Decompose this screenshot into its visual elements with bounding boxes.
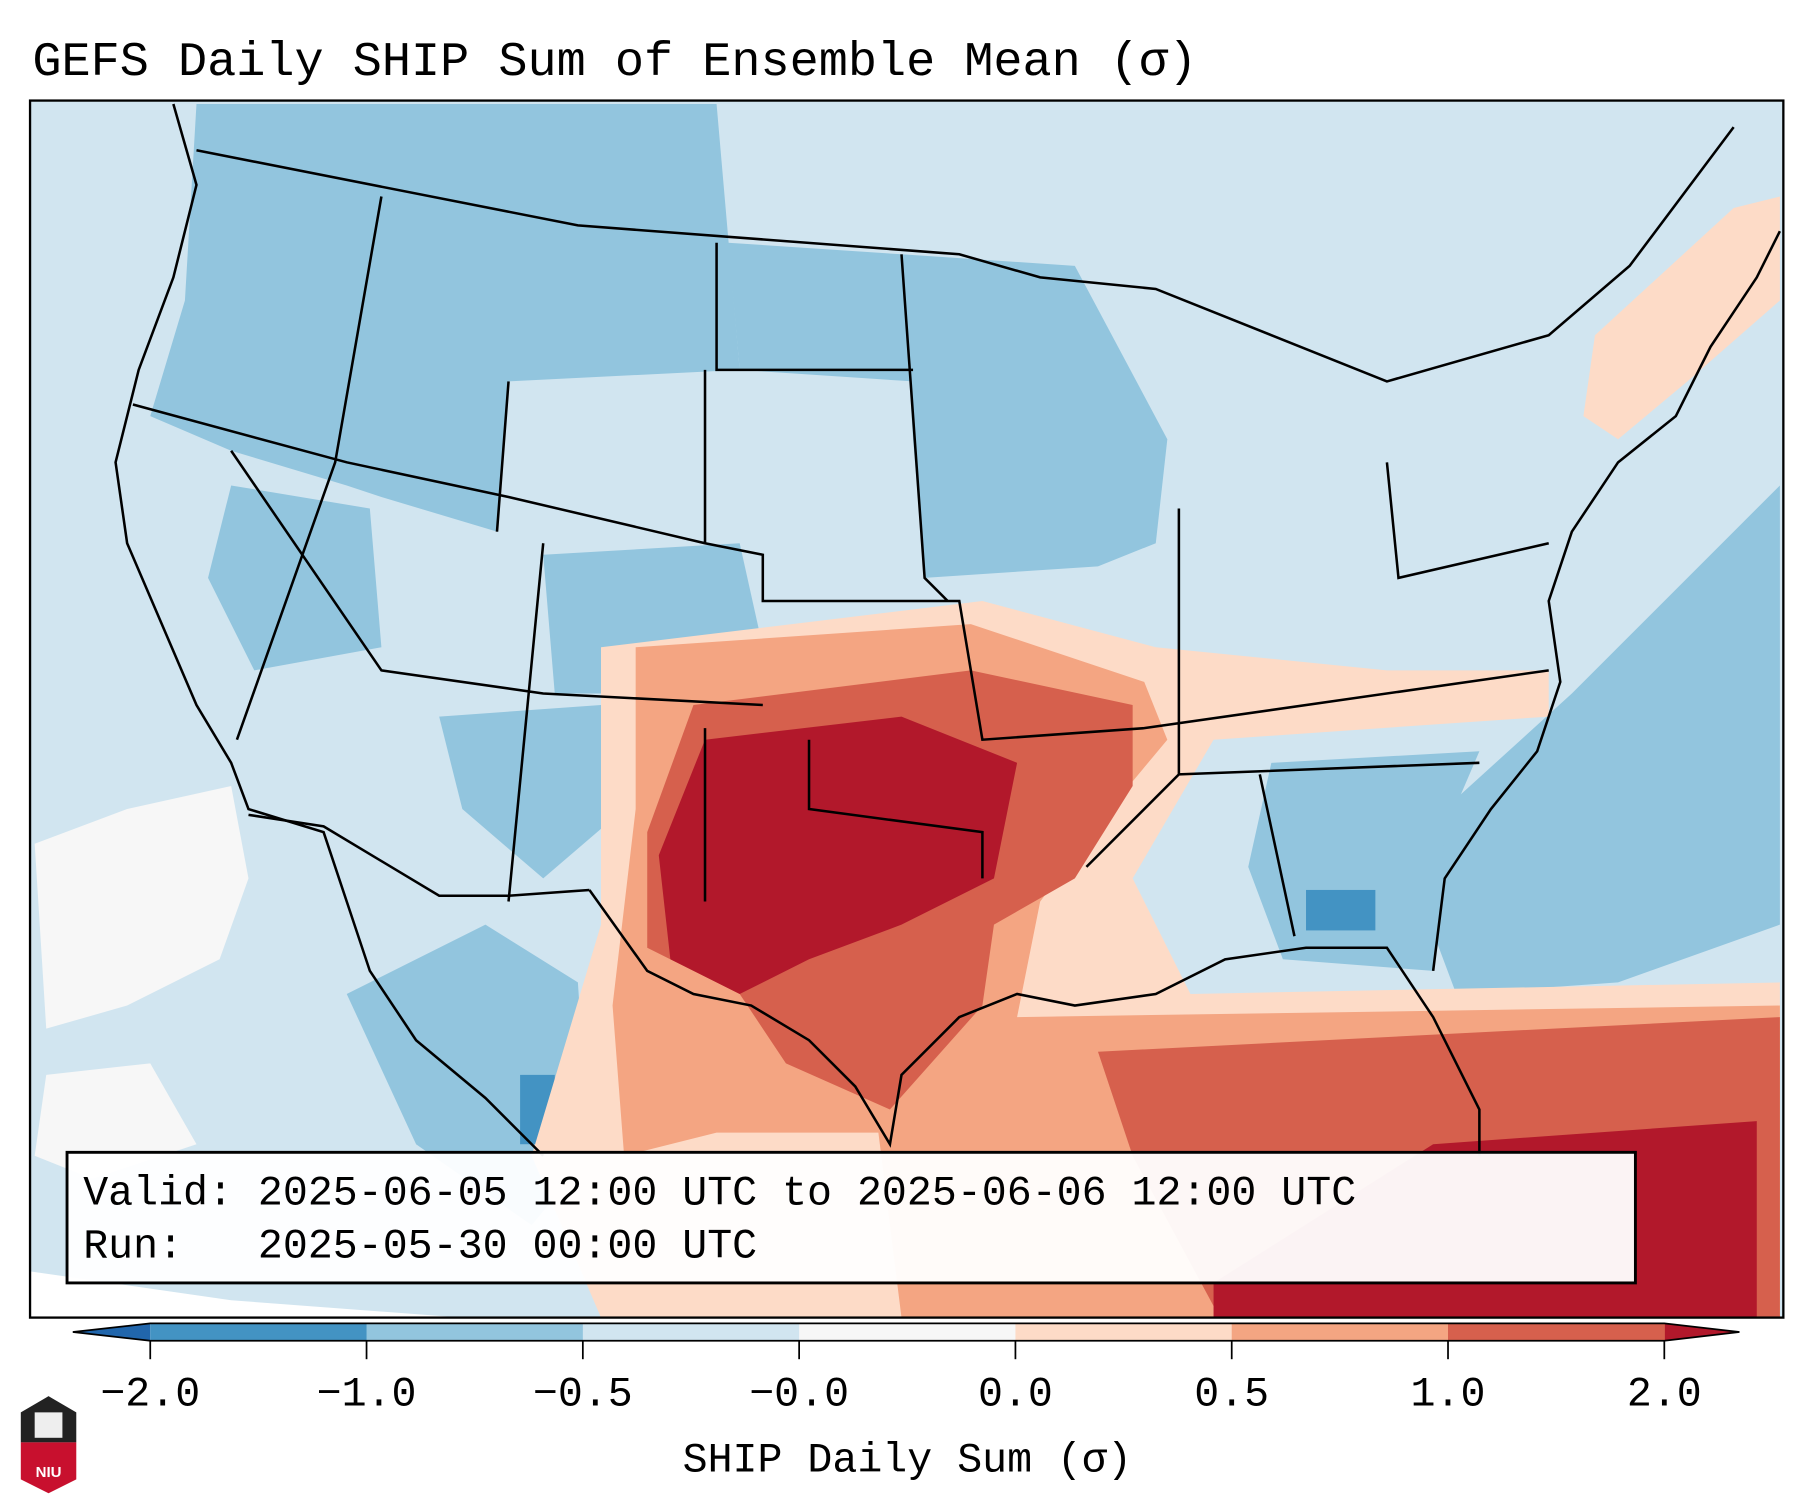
- map-borders: [114, 103, 1782, 1157]
- logo-text: NIU: [36, 1464, 62, 1481]
- region-negative-southwest: [439, 705, 625, 879]
- colorbar-tick-label: −0.5: [533, 1371, 633, 1418]
- valid-time-text: Valid: 2025-06-05 12:00 UTC to 2025-06-0…: [83, 1170, 1356, 1217]
- colorbar-tick-label: 2.0: [1627, 1371, 1702, 1418]
- colorbar-tick-label: 0.5: [1194, 1371, 1269, 1418]
- border-mexico: [248, 813, 590, 898]
- colorbar-tick-label: 1.0: [1411, 1371, 1486, 1418]
- colorbar-extend-over: [1664, 1323, 1740, 1341]
- colorbar-tick-label: 0.0: [978, 1371, 1053, 1418]
- colorbar-tick-label: −0.0: [749, 1371, 849, 1418]
- region-negative-midwest: [901, 254, 1168, 578]
- region-negative-atlantic: [1421, 485, 1780, 994]
- colorbar-segment: [150, 1323, 368, 1341]
- region-white-corner: [30, 1271, 463, 1318]
- region-strong-negative: [1306, 889, 1376, 931]
- region-negative-north: [728, 242, 914, 382]
- region-white-patch: [34, 1063, 197, 1179]
- colorbar-segment: [1231, 1323, 1449, 1341]
- colorbar-segment: [582, 1323, 800, 1341]
- coastline-west: [114, 103, 545, 1157]
- info-box: Valid: 2025-06-05 12:00 UTC to 2025-06-0…: [65, 1150, 1637, 1285]
- region-positive-northeast: [1583, 196, 1780, 440]
- niu-logo: NIU: [20, 1396, 77, 1494]
- colorbar-label: SHIP Daily Sum (σ): [683, 1437, 1132, 1484]
- chart-title: GEFS Daily SHIP Sum of Ensemble Mean (σ): [32, 35, 1197, 90]
- region-negative-northwest: [150, 104, 740, 532]
- region-white-patch: [34, 785, 249, 1029]
- colorbar-segment: [366, 1323, 584, 1341]
- run-time-text: Run: 2025-05-30 00:00 UTC: [83, 1223, 757, 1270]
- map-frame: [28, 99, 1785, 1319]
- coastline-gulf: [588, 889, 1481, 1156]
- region-negative-mexico: [346, 924, 590, 1226]
- colorbar-tick-label: −1.0: [317, 1371, 417, 1418]
- colorbar-extend-under: [72, 1323, 151, 1341]
- colorbar-segment: [1448, 1323, 1665, 1341]
- map-area: [30, 100, 1784, 1318]
- colorbar: −2.0 −1.0 −0.5 −0.0 0.0 0.5 1.0 2.0: [72, 1322, 1740, 1418]
- state-borders: [132, 196, 1550, 937]
- colorbar-segment: [799, 1323, 1017, 1341]
- colorbar-segment: [1015, 1323, 1233, 1341]
- colorbar-tick-label: −2.0: [100, 1371, 200, 1418]
- border-canada: [196, 126, 1735, 383]
- coastline-east: [1431, 230, 1782, 972]
- region-positive-extreme: [658, 716, 1018, 994]
